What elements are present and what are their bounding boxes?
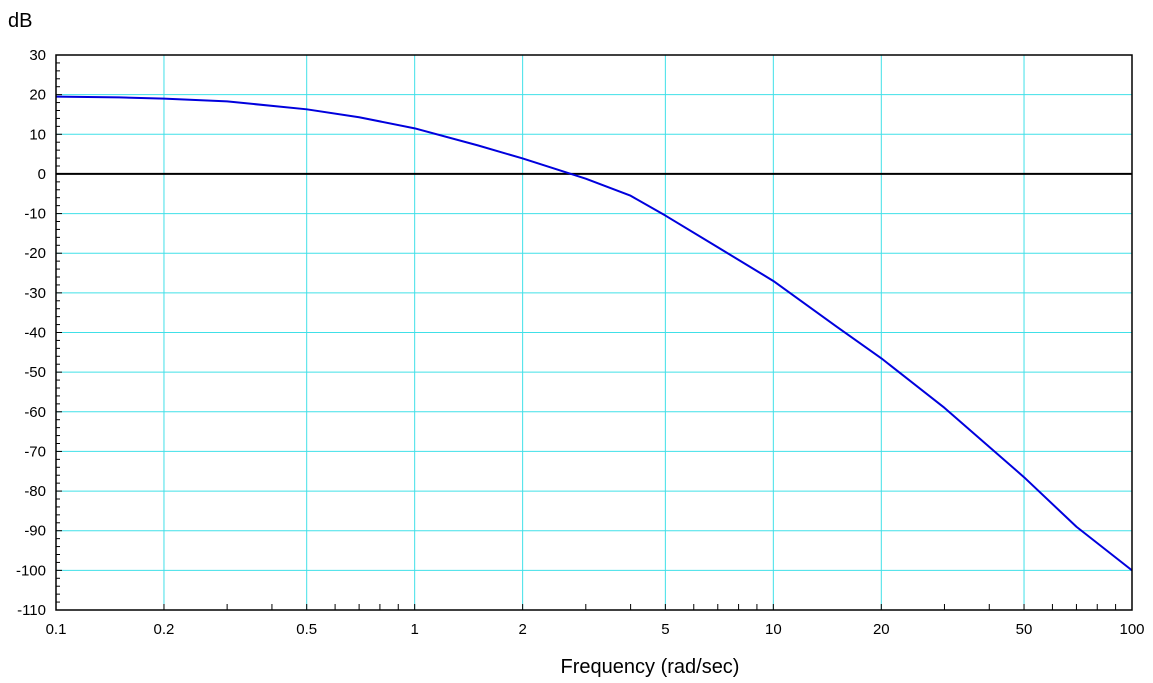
y-tick-label: -60 bbox=[24, 404, 46, 421]
x-tick-label: 5 bbox=[661, 621, 669, 638]
y-tick-label: -50 bbox=[24, 364, 46, 381]
y-tick-label: -30 bbox=[24, 285, 46, 302]
y-tick-label: 10 bbox=[29, 126, 46, 143]
magnitude-curve bbox=[55, 95, 1133, 572]
y-axis-title: dB bbox=[8, 10, 32, 32]
x-tick-label: 10 bbox=[765, 621, 782, 638]
x-tick-label: 50 bbox=[1016, 621, 1033, 638]
y-tick-label: 30 bbox=[29, 47, 46, 64]
x-tick-labels: 0.1 0.2 0.5 1 2 5 10 20 50 100 bbox=[46, 621, 1145, 638]
x-tick-label: 100 bbox=[1119, 621, 1144, 638]
plot-frame bbox=[55, 54, 1133, 611]
x-tick-label: 0.1 bbox=[46, 621, 67, 638]
x-axis-title: Frequency (rad/sec) bbox=[561, 656, 740, 678]
x-tick-label: 0.2 bbox=[154, 621, 175, 638]
x-tick-label: 1 bbox=[410, 621, 418, 638]
x-tick-label: 0.5 bbox=[296, 621, 317, 638]
y-tick-label: -40 bbox=[24, 325, 46, 342]
y-tick-label: -100 bbox=[16, 562, 46, 579]
y-tick-label: 20 bbox=[29, 87, 46, 104]
y-tick-label: 0 bbox=[38, 166, 46, 183]
grid-lines bbox=[56, 55, 1132, 610]
x-tick-label: 20 bbox=[873, 621, 890, 638]
y-tick-label: -70 bbox=[24, 443, 46, 460]
y-tick-label: -110 bbox=[17, 602, 46, 619]
y-tick-label: -20 bbox=[24, 245, 46, 262]
x-tick-label: 2 bbox=[518, 621, 526, 638]
y-tick-label: -90 bbox=[24, 523, 46, 540]
y-tick-label: -10 bbox=[24, 206, 46, 223]
y-tick-label: -80 bbox=[24, 483, 46, 500]
y-tick-labels: 30 20 10 0 -10 -20 -30 -40 -50 -60 -70 -80 -90 -100 -1… bbox=[16, 47, 46, 619]
